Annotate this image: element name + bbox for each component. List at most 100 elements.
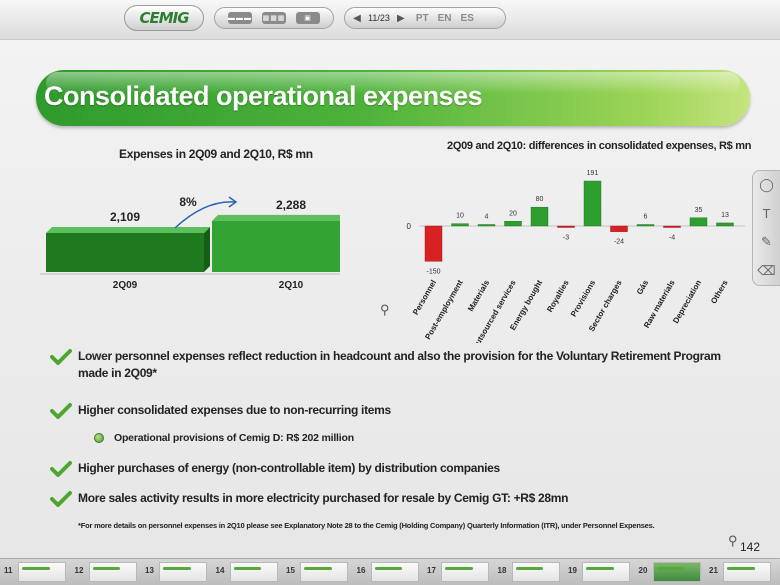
slide-thumbnail[interactable]: 14 <box>216 562 278 584</box>
bullet-text: Higher purchases of energy (non-controll… <box>78 461 500 475</box>
fullscreen-button[interactable]: ▣ <box>296 12 320 24</box>
bullet-text: More sales activity results in more elec… <box>78 491 569 505</box>
category-label: Personnel <box>411 279 438 317</box>
growth-arrowhead <box>228 196 238 208</box>
category-label: Others <box>709 278 730 305</box>
bullet-item: Higher purchases of energy (non-controll… <box>50 460 500 478</box>
bar <box>557 225 575 228</box>
slide-thumbnail[interactable]: 13 <box>145 562 207 584</box>
page-indicator: 11/23 <box>368 13 390 23</box>
bar <box>530 206 549 227</box>
sub-bullet-text: Operational provisions of Cemig D: R$ 20… <box>114 432 354 444</box>
bullet-text: Lower personnel expenses reflect reducti… <box>78 349 721 380</box>
slide-thumbnail[interactable]: 12 <box>75 562 137 584</box>
title-band: Consolidated operational expenses <box>36 70 750 126</box>
category-label: Depreciation <box>671 278 703 325</box>
category-label: Gás <box>635 278 651 296</box>
bar <box>610 225 628 232</box>
bullet-item: More sales activity results in more elec… <box>50 490 569 508</box>
zero-label: 0 <box>407 222 412 231</box>
list-view-button[interactable]: ▬▬▬ <box>228 12 252 24</box>
slide-thumbnail[interactable]: 19 <box>568 562 630 584</box>
bar-value-label: -3 <box>563 235 569 242</box>
slide-thumbnail[interactable]: 16 <box>357 562 419 584</box>
pen-icon[interactable]: ✎ <box>761 233 772 249</box>
footnote: *For more details on personnel expenses … <box>78 521 655 530</box>
sub-bullet-item: Operational provisions of Cemig D: R$ 20… <box>94 432 354 444</box>
category-label: Materials <box>466 278 491 313</box>
page-total: /23 <box>377 13 390 23</box>
thumbnail-number: 12 <box>74 566 84 575</box>
growth-arrow <box>174 201 236 229</box>
bar <box>212 220 340 272</box>
thumbnail-preview <box>723 562 771 582</box>
next-page-icon[interactable]: ▶ <box>397 12 405 24</box>
lang-es-button[interactable]: ES <box>460 12 474 24</box>
slide-thumbnail[interactable]: 15 <box>286 562 348 584</box>
slide-thumbnail[interactable]: 18 <box>498 562 560 584</box>
zoom-icon[interactable]: ⚲ <box>380 302 390 317</box>
page-title: Consolidated operational expenses <box>44 81 483 111</box>
text-tool-icon[interactable]: T <box>762 206 771 222</box>
lang-pt-button[interactable]: PT <box>415 12 429 24</box>
thumbnail-preview <box>441 562 489 582</box>
bar-value-label: -150 <box>426 268 440 275</box>
bullet-item: Lower personnel expenses reflect reducti… <box>50 348 740 382</box>
bullet-item: Higher consolidated expenses due to non-… <box>50 402 391 420</box>
slide-thumbnail[interactable]: 20 <box>639 562 701 584</box>
grid-view-button[interactable]: ▦▦▦ <box>262 12 286 24</box>
slide-thumbnail[interactable]: 11 <box>4 562 66 584</box>
thumbnail-preview <box>300 562 348 582</box>
slide-number: 142 <box>740 540 761 554</box>
bar-value-label: 80 <box>536 196 544 203</box>
speech-bubble-icon[interactable]: ◯ <box>759 177 774 193</box>
thumbnail-preview <box>511 562 560 582</box>
thumbnail-number: 15 <box>286 566 295 575</box>
bar <box>583 180 602 227</box>
thumbnail-number: 17 <box>427 566 436 575</box>
thumbnail-number: 21 <box>709 566 718 575</box>
thumbnail-preview <box>582 562 630 582</box>
bar-top <box>212 214 340 221</box>
bullet-dot-icon <box>94 433 104 443</box>
zoom-icon[interactable]: ⚲ <box>728 533 738 548</box>
bar <box>477 224 496 227</box>
prev-page-icon[interactable]: ◀ <box>353 12 361 24</box>
bar <box>636 224 655 227</box>
slide-thumbnail[interactable]: 21 <box>709 562 771 584</box>
thumbnail-strip: 11 12 13 14 15 16 17 18 19 20 21 <box>0 558 780 585</box>
thumbnail-preview <box>88 562 137 582</box>
bar <box>504 221 522 227</box>
category-label: 2Q09 <box>113 280 138 291</box>
thumbnail-number: 11 <box>4 566 13 575</box>
category-label: 2Q10 <box>279 280 304 291</box>
bar-value-label: 4 <box>485 214 489 221</box>
thumbnail-number: 16 <box>356 566 366 575</box>
bar-top <box>46 226 210 233</box>
category-label: Royalties <box>545 278 571 314</box>
bar <box>689 217 708 227</box>
thumbnail-preview <box>370 562 419 582</box>
page-current: 11 <box>368 13 378 23</box>
bar-value-label: 2,109 <box>110 210 140 224</box>
bar-side <box>204 226 210 272</box>
thumbnail-number: 18 <box>497 566 507 575</box>
slide-thumbnail[interactable]: 17 <box>427 562 489 584</box>
thumbnail-number: 19 <box>568 566 577 575</box>
home-logo-button[interactable]: CEMIG <box>124 5 204 31</box>
bullet-text: Higher consolidated expenses due to non-… <box>78 403 391 417</box>
thumbnail-number: 20 <box>638 566 648 575</box>
bar-value-label: -24 <box>614 239 624 246</box>
bar-value-label: 2,288 <box>276 198 306 212</box>
bar-value-label: 35 <box>695 207 703 214</box>
bar <box>451 223 469 227</box>
eraser-icon[interactable]: ⌫ <box>757 262 776 278</box>
bar <box>46 232 204 272</box>
bar <box>424 225 443 262</box>
bar <box>663 225 681 228</box>
checkmark-icon <box>50 491 72 507</box>
right-chart-title: 2Q09 and 2Q10: differences in consolidat… <box>447 140 752 152</box>
bar <box>716 222 734 227</box>
lang-en-button[interactable]: EN <box>437 12 452 24</box>
bar-value-label: 20 <box>509 210 517 217</box>
